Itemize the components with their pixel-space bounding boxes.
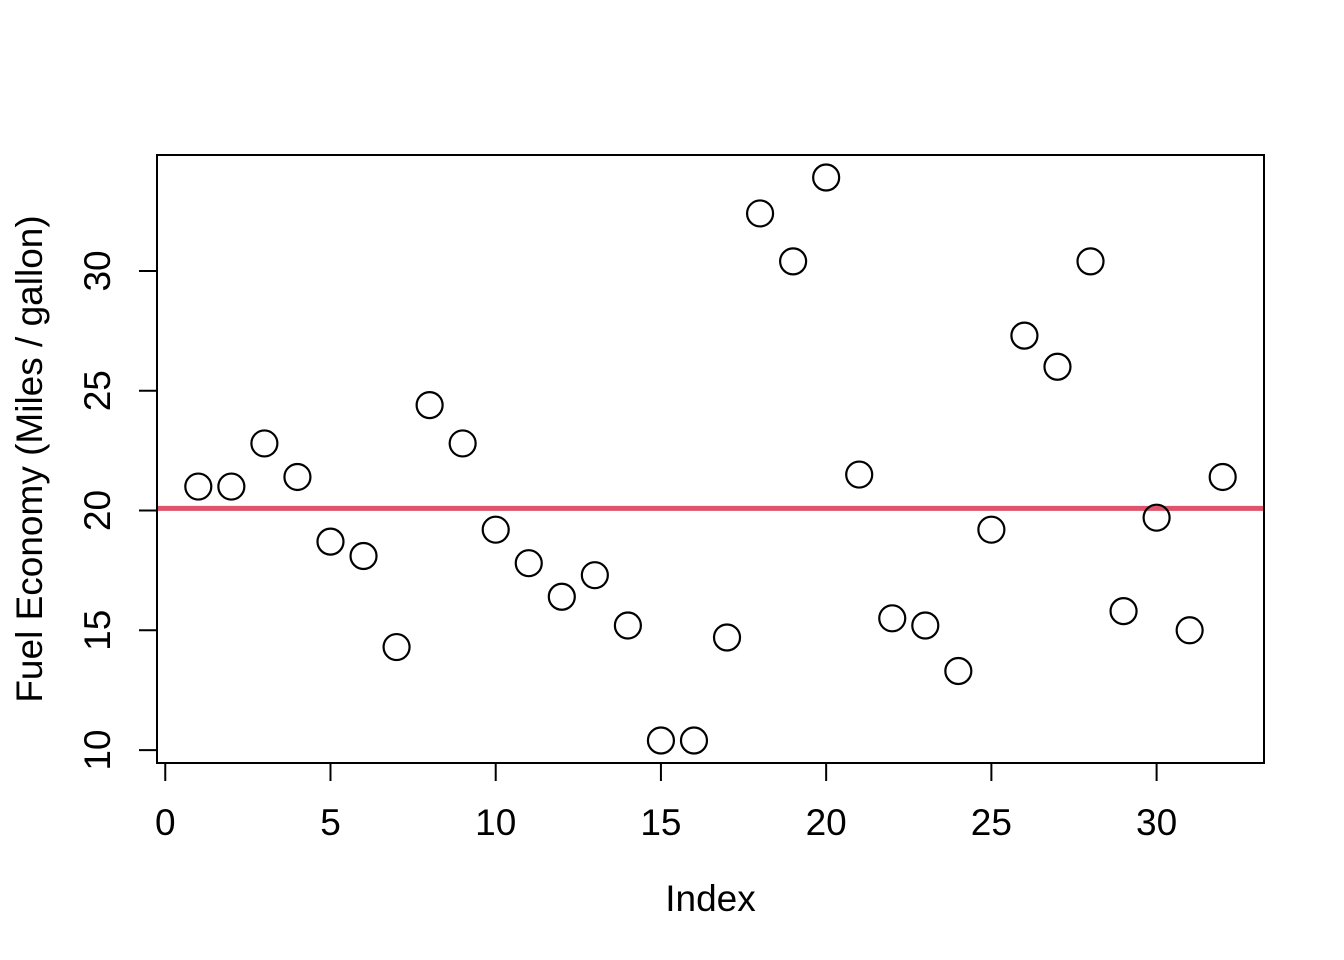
x-tick-label: 20 (806, 802, 847, 843)
data-point (1109, 597, 1138, 626)
y-axis-title: Fuel Economy (Miles / gallon) (9, 215, 50, 702)
data-point (547, 582, 576, 611)
data-point (712, 623, 742, 652)
data-point (316, 527, 345, 556)
chart-layer: 0 5 10 15 20 25 30 10 15 20 25 30 (77, 154, 1265, 843)
x-tick-label: 25 (971, 802, 1012, 843)
data-point (745, 199, 775, 228)
data-point (349, 541, 378, 571)
data-point (514, 549, 543, 578)
y-tick-label: 25 (77, 370, 118, 411)
data-point (812, 163, 841, 192)
data-point (217, 472, 246, 501)
data-point (779, 247, 808, 276)
data-point (481, 515, 510, 544)
y-tick-label: 20 (77, 490, 118, 531)
data-point (283, 462, 312, 492)
data-point (845, 460, 874, 489)
data-point (382, 632, 411, 662)
data-point (1142, 503, 1171, 532)
data-point (580, 561, 609, 590)
data-point (1208, 462, 1237, 492)
x-tick-label: 15 (640, 802, 681, 843)
y-tick-label: 30 (77, 250, 118, 291)
data-point (613, 611, 642, 640)
data-point (184, 472, 213, 501)
data-point (448, 429, 477, 458)
data-point (944, 656, 973, 686)
x-tick-label: 0 (155, 802, 176, 843)
data-point (1043, 352, 1072, 381)
x-axis-title: Index (665, 878, 756, 919)
y-tick-label: 15 (77, 610, 118, 651)
data-point (646, 726, 676, 755)
x-tick-label: 5 (320, 802, 341, 843)
plot-frame (156, 154, 1265, 764)
data-point (250, 429, 279, 458)
data-point (1175, 616, 1204, 645)
y-tick-label: 10 (77, 729, 118, 770)
data-point (911, 611, 940, 640)
x-tick-label: 30 (1136, 802, 1177, 843)
data-point (1010, 321, 1039, 350)
data-point (679, 726, 709, 755)
data-point (878, 604, 907, 633)
x-tick-label: 10 (475, 802, 516, 843)
data-point (977, 515, 1006, 544)
data-point (1076, 247, 1105, 276)
data-point (415, 390, 444, 420)
